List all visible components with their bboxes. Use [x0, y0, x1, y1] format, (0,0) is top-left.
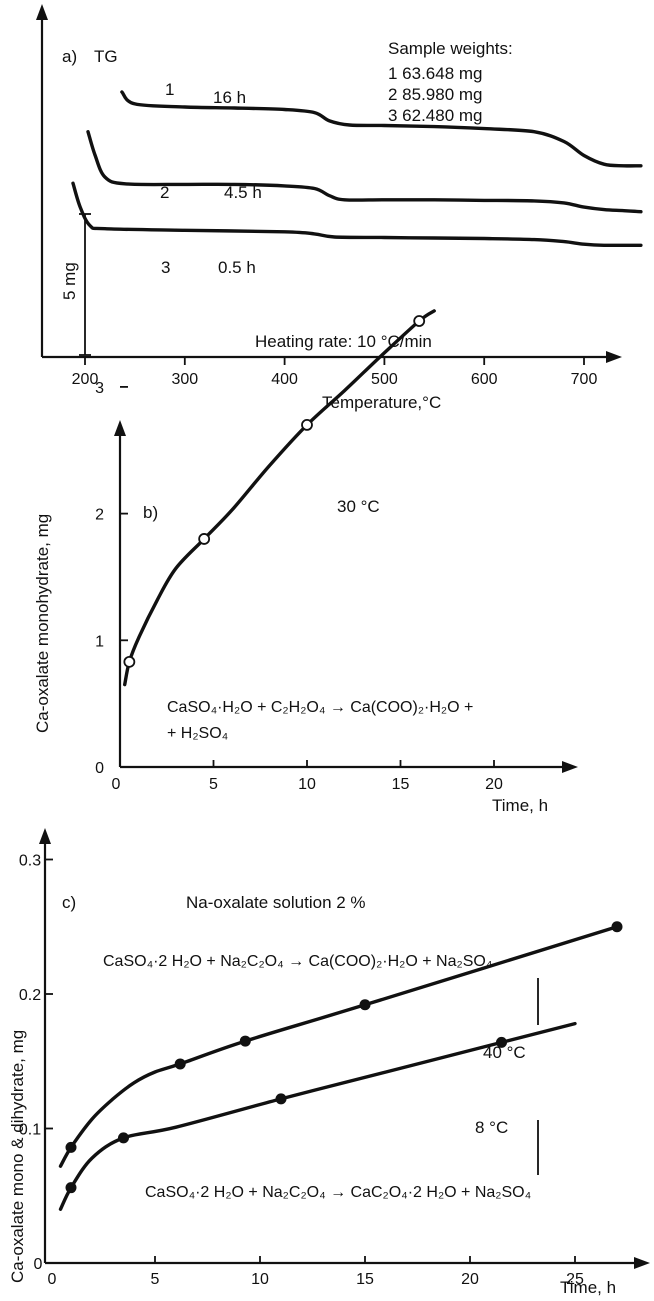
panel-a-x-tick-label-700: 700 — [571, 371, 598, 388]
tg-curve-1 — [120, 90, 643, 168]
panel-c-y-tick-label-0: 0 — [34, 1256, 43, 1273]
panel-a-x-arrow — [606, 351, 622, 363]
panel-c-series-1-point-2 — [118, 1132, 129, 1144]
series-8c-label: 8 °C — [475, 1118, 508, 1137]
panel-b-y-tick-label-3: 3 — [95, 380, 104, 397]
panel-a-x-label: Temperature,°C — [322, 393, 441, 412]
panel-c-x-tick-label-25: 25 — [566, 1271, 584, 1288]
panel-c-label: c) — [62, 893, 76, 912]
panel-a-legend-title: Sample weights: — [388, 39, 513, 58]
panel-a-x-tick-label-200: 200 — [72, 371, 99, 388]
panel-a-x-tick-label-400: 400 — [271, 371, 298, 388]
panel-c-y-tick-label-2: 0.2 — [19, 987, 41, 1004]
panel-b-x-tick-label-10: 10 — [298, 776, 316, 793]
panel-c-y-arrow — [39, 828, 51, 844]
panel-b-x-tick-label-5: 5 — [209, 776, 218, 793]
panel-b-fit-curve — [123, 309, 436, 687]
panel-b-x-tick-label-20: 20 — [485, 776, 503, 793]
panel-c-y-label: Ca-oxalate mono & dihydrate, mg — [8, 1030, 27, 1283]
panel-c-x-label: Time, h — [560, 1278, 616, 1297]
panel-b-data-point-2 — [198, 533, 211, 545]
panel-b-y-label: Ca-oxalate monohydrate, mg — [33, 514, 52, 733]
panel-b-y-tick-label-2: 2 — [95, 507, 104, 524]
panel-c-fit-curve-0 — [58, 925, 619, 1168]
panel-c-x-tick-label-10: 10 — [251, 1271, 269, 1288]
panel-c-series-1-point-1 — [65, 1182, 77, 1194]
panel-c-reaction-top: CaSO₄·2 H₂O + Na₂C₂O₄ → Ca(COO)₂·H₂O + N… — [103, 953, 492, 970]
panel-a-legend-entry-1: 1 63.648 mg — [388, 64, 483, 83]
panel-b-y-tick-label-1: 1 — [95, 633, 104, 650]
panel-b-x-tick-label-0: 0 — [112, 776, 121, 793]
panel-c-series-1-point-3 — [275, 1093, 287, 1105]
series-40c-label: 40 °C — [483, 1043, 526, 1062]
series-3-id: 3 — [161, 258, 170, 277]
panel-a-x-tick-label-300: 300 — [171, 371, 198, 388]
series-1-id: 1 — [165, 80, 174, 99]
scale-bar-label: 5 mg — [60, 262, 79, 300]
panel-b-data-point-4 — [413, 315, 426, 327]
panel-c-reaction-bottom: CaSO₄·2 H₂O + Na₂C₂O₄ → CaC₂O₄·2 H₂O + N… — [145, 1184, 531, 1201]
panel-c-y-tick-label-3: 0.3 — [19, 853, 41, 870]
panel-b-label: b) — [143, 503, 158, 522]
panel-c-series-0-point-4 — [359, 999, 371, 1011]
panel-c-x-tick-label-15: 15 — [356, 1271, 374, 1288]
panel-b-y-arrow — [114, 420, 126, 436]
panel-b-data-point-1 — [123, 655, 136, 668]
tg-curve-3 — [71, 181, 643, 248]
panel-b-x-tick-label-15: 15 — [392, 776, 410, 793]
panel-c-title: Na-oxalate solution 2 % — [186, 893, 366, 912]
panel-c-x-tick-label-0: 0 — [48, 1271, 57, 1288]
panel-c-series-0-point-3 — [239, 1035, 251, 1047]
panel-c-x-tick-label-5: 5 — [151, 1271, 160, 1288]
panel-a-tg-chart: 200 300 400 500 600 700 a) TG Sample weights:… — [36, 4, 643, 412]
tg-curve-2 — [86, 130, 643, 214]
panel-b-curve-label: 30 °C — [337, 497, 380, 516]
panel-c-series-0-point-1 — [65, 1141, 77, 1153]
panel-a-x-tick-label-500: 500 — [371, 371, 398, 388]
panel-b-x-arrow — [562, 761, 578, 773]
series-1-time-label: 16 h — [213, 88, 246, 107]
panel-b-data-point-3 — [301, 419, 313, 431]
panel-c-oxalate-chart: 0 5 10 15 20 25 0 0.1 0.2 0.3 c) Na-oxalate solut… — [8, 828, 650, 1297]
panel-b-reaction-line-1: CaSO₄·H₂O + C₂H₂O₄ → Ca(COO)₂·H₂O + — [167, 699, 473, 716]
series-2-time-label: 4.5 h — [224, 183, 262, 202]
panel-c-x-arrow — [634, 1257, 650, 1269]
panel-a-tg-label: TG — [94, 47, 118, 66]
panel-a-legend-entry-2: 2 85.980 mg — [388, 85, 483, 104]
heating-rate-note: Heating rate: 10 °C/min — [255, 332, 432, 351]
panel-c-series-1-point-4 — [496, 1036, 507, 1048]
panel-a-x-tick-label-600: 600 — [471, 371, 498, 388]
panel-c-x-tick-label-20: 20 — [461, 1271, 479, 1288]
panel-c-series-0-point-5 — [611, 921, 623, 933]
panel-a-legend-entry-3: 3 62.480 mg — [388, 106, 483, 125]
panel-a-y-arrow — [36, 4, 48, 20]
panel-c-fit-curve-1 — [58, 1021, 577, 1211]
series-3-time-label: 0.5 h — [218, 258, 256, 277]
panel-a-label: a) — [62, 47, 77, 66]
panel-b-reaction-line-2: + H₂SO₄ — [167, 725, 228, 742]
panel-c-series-0-point-2 — [174, 1058, 186, 1070]
panel-b-y-tick-label-0: 0 — [95, 760, 104, 777]
panel-b-x-label: Time, h — [492, 796, 548, 815]
panel-c-y-tick-label-1: 0.1 — [19, 1122, 41, 1139]
series-2-id: 2 — [160, 183, 169, 202]
